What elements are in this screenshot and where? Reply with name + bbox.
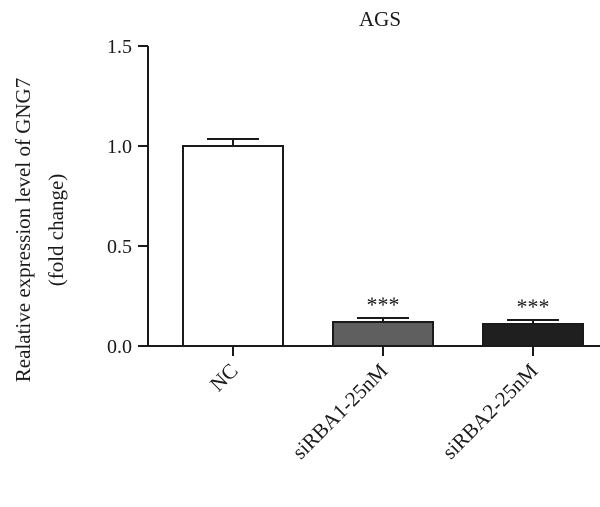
x-axis: NC siRBA1-25nM siRBA2-25nM xyxy=(148,345,600,464)
x-tick-label: NC xyxy=(205,359,243,397)
y-tick-label: 0.0 xyxy=(107,336,132,358)
x-tick-label: siRBA1-25nM xyxy=(287,358,392,463)
significance-label: *** xyxy=(367,292,400,317)
significance-label: *** xyxy=(517,294,550,319)
y-axis-label: Realative expression level of GNG7 (fold… xyxy=(11,78,68,382)
y-axis-label-line1: Realative expression level of GNG7 xyxy=(11,78,35,382)
y-tick-label: 1.5 xyxy=(107,36,132,58)
bars: *** *** xyxy=(182,138,584,347)
chart-title: AGS xyxy=(359,7,401,31)
x-tick-label: siRBA2-25nM xyxy=(437,358,542,463)
bar xyxy=(332,321,434,347)
y-tick-label: 0.5 xyxy=(107,236,132,258)
y-axis-label-line2: (fold change) xyxy=(44,174,68,287)
y-tick-label: 1.0 xyxy=(107,136,132,158)
bar xyxy=(182,145,284,347)
y-axis: 0.0 0.5 1.0 1.5 xyxy=(107,36,149,358)
bar xyxy=(482,323,584,347)
